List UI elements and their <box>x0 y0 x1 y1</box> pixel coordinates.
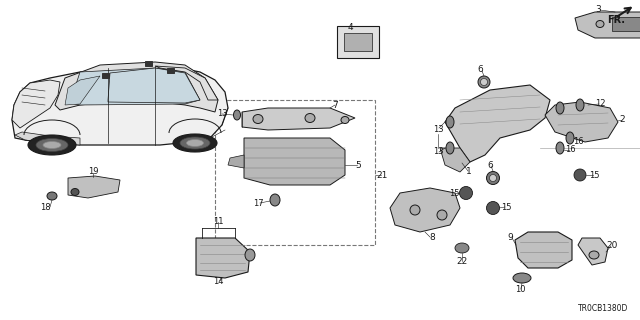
Ellipse shape <box>270 194 280 206</box>
Polygon shape <box>575 12 640 38</box>
Ellipse shape <box>481 78 488 85</box>
Text: 20: 20 <box>606 241 618 250</box>
Ellipse shape <box>556 142 564 154</box>
Ellipse shape <box>478 76 490 88</box>
Polygon shape <box>55 62 218 112</box>
Ellipse shape <box>180 137 210 149</box>
Ellipse shape <box>513 273 531 283</box>
Ellipse shape <box>410 205 420 215</box>
Bar <box>102 73 109 77</box>
Text: 21: 21 <box>376 171 388 180</box>
Text: 10: 10 <box>515 285 525 294</box>
Text: 13: 13 <box>217 108 227 117</box>
Ellipse shape <box>173 134 217 152</box>
Polygon shape <box>15 132 80 145</box>
Polygon shape <box>70 68 200 105</box>
Ellipse shape <box>446 142 454 154</box>
Text: 16: 16 <box>573 138 583 147</box>
Text: 18: 18 <box>40 204 51 212</box>
Polygon shape <box>244 138 345 185</box>
Polygon shape <box>12 80 60 128</box>
Polygon shape <box>242 108 355 130</box>
Text: 13: 13 <box>433 125 444 134</box>
Text: 4: 4 <box>347 23 353 33</box>
Ellipse shape <box>71 188 79 196</box>
Bar <box>215 100 375 245</box>
Polygon shape <box>440 148 470 172</box>
Text: 17: 17 <box>253 198 263 207</box>
Bar <box>145 60 152 66</box>
Ellipse shape <box>341 116 349 124</box>
Ellipse shape <box>245 249 255 261</box>
Text: 16: 16 <box>564 146 575 155</box>
Polygon shape <box>515 232 572 268</box>
Text: 7: 7 <box>332 100 338 109</box>
Text: 5: 5 <box>355 161 361 170</box>
Ellipse shape <box>253 115 263 124</box>
Ellipse shape <box>43 141 61 148</box>
Ellipse shape <box>486 172 499 185</box>
Polygon shape <box>65 76 100 105</box>
Ellipse shape <box>455 243 469 253</box>
Text: 8: 8 <box>429 234 435 243</box>
Bar <box>337 26 379 58</box>
Ellipse shape <box>460 187 472 199</box>
Ellipse shape <box>576 99 584 111</box>
Text: 22: 22 <box>456 258 468 267</box>
Bar <box>344 33 372 51</box>
Text: 6: 6 <box>477 66 483 75</box>
Ellipse shape <box>28 135 76 155</box>
Polygon shape <box>228 155 244 168</box>
Polygon shape <box>578 238 608 265</box>
Polygon shape <box>390 188 460 232</box>
Polygon shape <box>545 102 618 142</box>
Text: 13: 13 <box>433 148 444 156</box>
Ellipse shape <box>437 210 447 220</box>
Ellipse shape <box>589 251 599 259</box>
Polygon shape <box>12 66 228 145</box>
Ellipse shape <box>186 140 204 147</box>
Text: FR.: FR. <box>607 15 625 25</box>
Text: 12: 12 <box>595 100 605 108</box>
Ellipse shape <box>36 139 68 151</box>
Polygon shape <box>108 68 200 103</box>
Polygon shape <box>196 238 250 278</box>
Polygon shape <box>68 176 120 198</box>
Bar <box>612 17 640 31</box>
Text: 1: 1 <box>466 167 472 177</box>
Ellipse shape <box>490 174 497 181</box>
Text: 6: 6 <box>487 161 493 170</box>
Ellipse shape <box>446 116 454 128</box>
Text: 3: 3 <box>595 5 601 14</box>
Text: 11: 11 <box>212 217 223 226</box>
Ellipse shape <box>556 102 564 114</box>
Ellipse shape <box>47 192 57 200</box>
Polygon shape <box>445 85 550 162</box>
Text: 2: 2 <box>619 116 625 124</box>
Text: 9: 9 <box>507 233 513 242</box>
Text: TR0CB1380D: TR0CB1380D <box>578 304 628 313</box>
Ellipse shape <box>574 169 586 181</box>
Ellipse shape <box>596 20 604 28</box>
Ellipse shape <box>566 132 574 144</box>
Ellipse shape <box>305 114 315 123</box>
Text: 15: 15 <box>449 189 460 198</box>
Text: 14: 14 <box>212 277 223 286</box>
Ellipse shape <box>234 110 241 120</box>
Text: 15: 15 <box>589 171 599 180</box>
Polygon shape <box>155 66 218 100</box>
Ellipse shape <box>486 202 499 214</box>
Bar <box>166 68 173 73</box>
Text: 15: 15 <box>500 203 511 212</box>
Text: 19: 19 <box>88 167 99 177</box>
